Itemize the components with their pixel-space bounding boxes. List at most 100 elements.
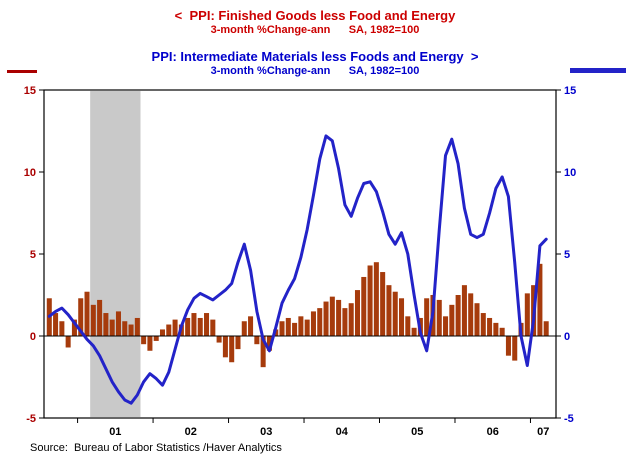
bar-segment [53,313,59,336]
bar-segment [84,291,90,336]
year-label: 02 [185,426,197,438]
bar-segment [499,327,505,336]
bar-segment [336,299,342,336]
bar-segment [166,324,172,336]
bar-segment [248,316,254,336]
bar-segment [71,319,77,336]
bar-segment [229,336,235,363]
bar-segment [191,313,197,336]
bar-segment [505,336,511,356]
bar-segment [147,336,153,351]
bar-segment [405,316,411,336]
bar-segment [59,321,65,336]
bar-segment [185,317,191,336]
bar-segment [380,272,386,336]
bar-segment [443,316,449,336]
bar-segment [298,316,304,336]
bar-segment [493,322,499,336]
bar-segment [461,285,467,336]
series2-title: PPI: Intermediate Materials less Foods a… [151,49,479,64]
line-series [47,134,548,405]
bar-segment [399,298,405,336]
bar-segment [468,293,474,336]
bar-segment [424,298,430,336]
bar-segment [292,322,298,336]
bar-segment [392,291,398,336]
bar-segment [222,336,228,358]
bar-segment [260,336,266,368]
bar-segment [115,311,121,336]
bar-segment [153,336,159,341]
bar-segment [103,313,109,336]
bar-segment [455,295,461,336]
right-axis-label: -5 [564,413,574,425]
bar-segment [90,304,96,336]
bar-segment [537,263,543,336]
bar-segment [109,319,115,336]
bar-segment [474,303,480,336]
bar-segment [122,321,128,336]
year-label: 07 [537,426,549,438]
left-axis-label: 5 [30,249,36,261]
series2-legend-line [570,68,626,73]
bar-segment [329,296,335,336]
year-label: 06 [487,426,499,438]
bar-segment [279,321,285,336]
right-axis-label: 10 [564,167,576,179]
bar-segment [354,290,361,336]
bar-segment [97,299,103,336]
right-axis-label: 15 [564,85,576,97]
left-axis-label: -5 [26,413,36,425]
bar-segment [216,336,222,343]
year-label: 03 [260,426,272,438]
bar-segment [323,301,329,336]
bar-segment [512,336,518,361]
bar-segment [210,319,216,336]
bar-segment [373,262,379,336]
bar-segment [266,336,272,351]
bar-segment [348,303,354,336]
year-label: 05 [411,426,423,438]
bar-segment [141,336,147,345]
bar-segment [197,317,203,336]
bar-segment [524,293,530,336]
left-axis-label: 10 [24,167,36,179]
source-note: Source: Bureau of Labor Statistics /Have… [30,442,282,454]
bar-segment [254,336,260,345]
bar-segment [134,317,140,336]
bar-segment [172,319,178,336]
series1-title: < PPI: Finished Goods less Food and Ener… [174,8,456,23]
bar-segment [386,285,392,336]
bar-segment [317,308,323,336]
series1-subtitle: 3-month %Change-ann SA, 1982=100 [210,24,420,36]
bar-segment [65,336,71,348]
chart-titles: < PPI: Finished Goods less Food and Ener… [0,8,630,78]
series1-legend-line [7,70,37,73]
bar-segment [487,317,493,336]
bar-segment [543,321,549,336]
year-label: 01 [109,426,121,438]
bar-segment [241,321,247,336]
left-axis-label: 15 [24,85,36,97]
left-axis-label: 0 [30,331,36,343]
bar-segment [235,336,241,350]
recession-band [90,91,141,417]
bar-segment [411,327,417,336]
bar-segment [128,324,134,336]
bar-segment [449,304,455,336]
right-axis-label: 5 [564,249,570,261]
right-axis-label: 0 [564,331,570,343]
bar-segment [361,276,367,336]
bar-segment [285,317,291,336]
bar-segment [159,329,166,336]
year-label: 04 [336,426,349,438]
bar-segment [367,265,373,336]
bar-segment [78,298,84,336]
bar-segment [310,311,316,336]
bar-segment [342,308,348,336]
bar-segment [480,313,486,336]
bar-segment [204,313,210,336]
bar-segment [304,319,310,336]
